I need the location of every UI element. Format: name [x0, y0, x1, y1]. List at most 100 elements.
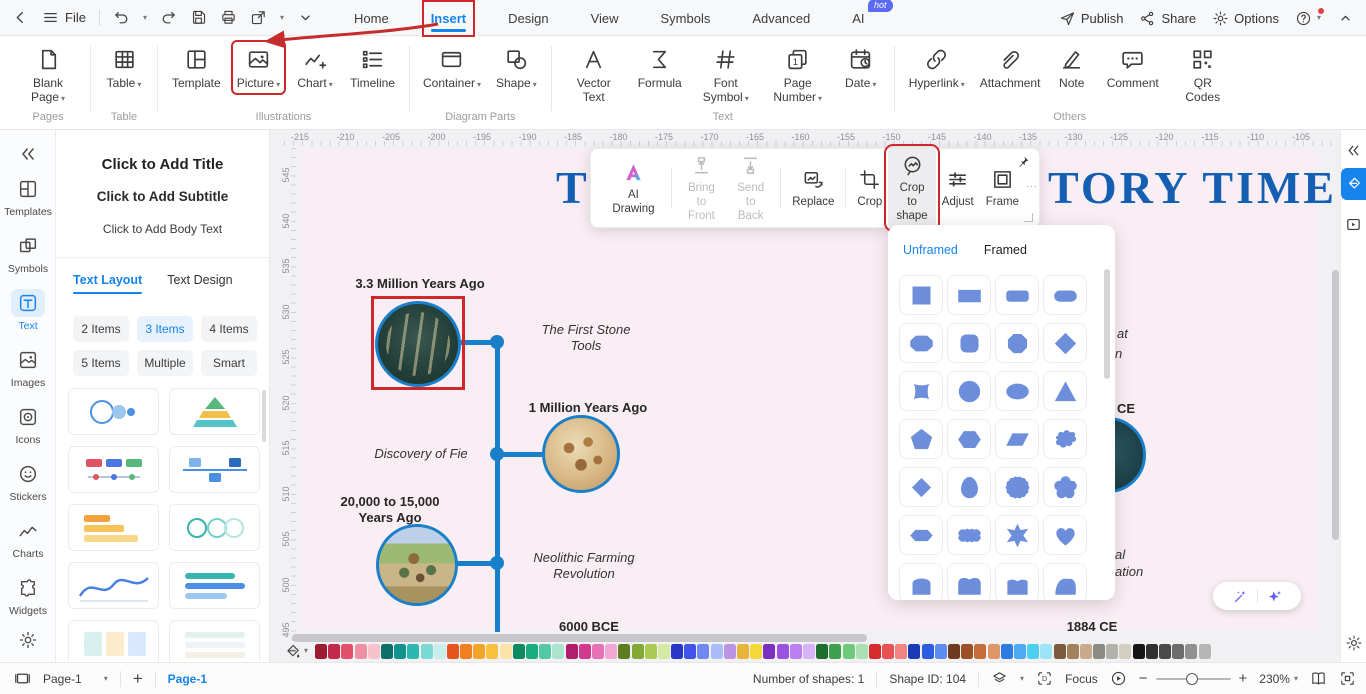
collapse-up-icon[interactable]: [1337, 10, 1354, 27]
help-button[interactable]: ▾: [1295, 7, 1324, 27]
color-swatch[interactable]: [723, 643, 736, 659]
thumbnail-circles-diagram[interactable]: [68, 388, 159, 435]
shape-parallelogram[interactable]: [995, 419, 1039, 459]
color-swatch[interactable]: [1106, 643, 1119, 659]
shape-square[interactable]: [899, 275, 943, 315]
color-swatch[interactable]: [1027, 643, 1040, 659]
zoom-slider-knob[interactable]: [1185, 672, 1198, 685]
thumbnail-bar-list[interactable]: [169, 562, 260, 609]
toolbar-send-to-back-button[interactable]: Send to Back: [726, 148, 775, 227]
share-button[interactable]: Share: [1139, 10, 1196, 27]
tab-framed[interactable]: Framed: [983, 243, 1027, 257]
collapse-ribbon-icon[interactable]: [297, 9, 314, 26]
color-swatch[interactable]: [644, 643, 657, 659]
fit-screen-icon[interactable]: [1339, 670, 1356, 687]
ribbon-template-button[interactable]: Template: [168, 42, 225, 93]
shape-notch-rectangle[interactable]: [995, 563, 1039, 600]
color-swatch[interactable]: [842, 643, 855, 659]
publish-button[interactable]: Publish: [1059, 10, 1123, 27]
ribbon-shape-button[interactable]: Shape ▾: [492, 42, 541, 93]
shape-egg[interactable]: [947, 467, 991, 507]
color-swatch[interactable]: [341, 643, 354, 659]
shape-rounded-rectangle[interactable]: [995, 275, 1039, 315]
ribbon-container-button[interactable]: Container ▾: [420, 42, 484, 93]
color-swatch[interactable]: [1079, 643, 1092, 659]
sidebar-item-charts[interactable]: Charts: [0, 517, 56, 560]
print-icon[interactable]: [220, 9, 237, 26]
collapse-panel-icon[interactable]: [18, 144, 38, 164]
page-selector[interactable]: Page-1 ▾: [43, 672, 108, 686]
pin-icon[interactable]: [1016, 155, 1030, 169]
shape-flat-octagon[interactable]: [899, 323, 943, 363]
more-options-dots[interactable]: ⋮: [1025, 181, 1037, 192]
focus-frame-icon[interactable]: D: [1036, 670, 1053, 687]
ribbon-picture-button[interactable]: Picture ▾: [230, 39, 287, 96]
color-swatch[interactable]: [802, 643, 815, 659]
toolbar-adjust-button[interactable]: Adjust: [936, 162, 980, 214]
tab-text-layout[interactable]: Text Layout: [73, 273, 143, 294]
shape-scalloped-circle[interactable]: [995, 467, 1039, 507]
color-swatch[interactable]: [328, 643, 341, 659]
shape-wide-hexagon[interactable]: [899, 515, 943, 555]
tab-ai[interactable]: AI hot: [846, 0, 893, 34]
color-swatch[interactable]: [367, 643, 380, 659]
color-swatch[interactable]: [1132, 643, 1145, 659]
file-menu[interactable]: File: [42, 9, 86, 26]
color-swatch[interactable]: [816, 643, 829, 659]
tab-view[interactable]: View: [585, 3, 625, 34]
color-swatch[interactable]: [1053, 643, 1066, 659]
book-view-icon[interactable]: [1310, 670, 1327, 687]
ribbon-chart-button[interactable]: Chart ▾: [292, 42, 338, 93]
color-swatch[interactable]: [684, 643, 697, 659]
zoom-in-button[interactable]: +: [1238, 670, 1248, 687]
resize-handle[interactable]: [1024, 213, 1033, 222]
canvas-settings-gear-icon[interactable]: [1345, 634, 1363, 652]
ribbon-note-button[interactable]: Note: [1049, 42, 1095, 93]
color-swatch[interactable]: [697, 643, 710, 659]
add-page-button[interactable]: +: [132, 668, 143, 688]
preview-body[interactable]: Click to Add Body Text: [102, 222, 223, 236]
shape-flower[interactable]: [1043, 467, 1087, 507]
undo-dropdown-caret[interactable]: ▾: [142, 12, 147, 22]
timeline-caption[interactable]: The First Stone Tools: [541, 322, 631, 354]
ai-sparkle-icon[interactable]: [1266, 588, 1283, 605]
color-swatch[interactable]: [512, 643, 525, 659]
color-swatch[interactable]: [486, 643, 499, 659]
color-swatch[interactable]: [591, 643, 604, 659]
filter-2-items[interactable]: 2 Items: [73, 316, 129, 342]
tab-advanced[interactable]: Advanced: [746, 3, 816, 34]
thumbnail-timeline-orange[interactable]: [68, 504, 159, 551]
color-swatch[interactable]: [618, 643, 631, 659]
shape-blob[interactable]: [1043, 563, 1087, 600]
color-swatch[interactable]: [605, 643, 618, 659]
filter-multiple[interactable]: Multiple: [137, 350, 193, 376]
color-swatch[interactable]: [961, 643, 974, 659]
fill-color-caret[interactable]: ▾: [304, 646, 309, 655]
tab-unframed[interactable]: Unframed: [903, 243, 958, 257]
ribbon-hyperlink-button[interactable]: Hyperlink ▾: [905, 42, 969, 93]
timeline-label[interactable]: 6000 BCE: [559, 619, 619, 634]
color-swatch[interactable]: [1119, 643, 1132, 659]
color-swatch[interactable]: [420, 643, 433, 659]
shape-heart[interactable]: [1043, 515, 1087, 555]
color-swatch[interactable]: [948, 643, 961, 659]
shape-pentagon[interactable]: [899, 419, 943, 459]
ribbon-formula-button[interactable]: Formula: [634, 42, 686, 93]
sidebar-item-templates[interactable]: Templates: [0, 175, 56, 218]
color-swatch[interactable]: [578, 643, 591, 659]
panel-scrollbar[interactable]: [262, 390, 266, 442]
toolbar-ai-drawing-button[interactable]: AI Drawing: [601, 155, 666, 221]
zoom-level[interactable]: 230% ▾: [1259, 672, 1298, 686]
timeline-caption[interactable]: Neolithic Farming Revolution: [533, 550, 635, 582]
color-swatch[interactable]: [539, 643, 552, 659]
tab-insert[interactable]: Insert: [421, 0, 476, 37]
ribbon-page-number-button[interactable]: 1 Page Number ▾: [766, 42, 830, 108]
color-swatch[interactable]: [446, 643, 459, 659]
tab-home[interactable]: Home: [348, 3, 395, 34]
color-swatch[interactable]: [710, 643, 723, 659]
options-button[interactable]: Options: [1212, 10, 1279, 27]
shape-diamond[interactable]: [1043, 323, 1087, 363]
slideshow-icon[interactable]: [14, 670, 31, 687]
sidebar-item-text[interactable]: Text: [0, 289, 56, 332]
canvas-title-fragment-right[interactable]: TORY TIME: [1048, 162, 1338, 213]
